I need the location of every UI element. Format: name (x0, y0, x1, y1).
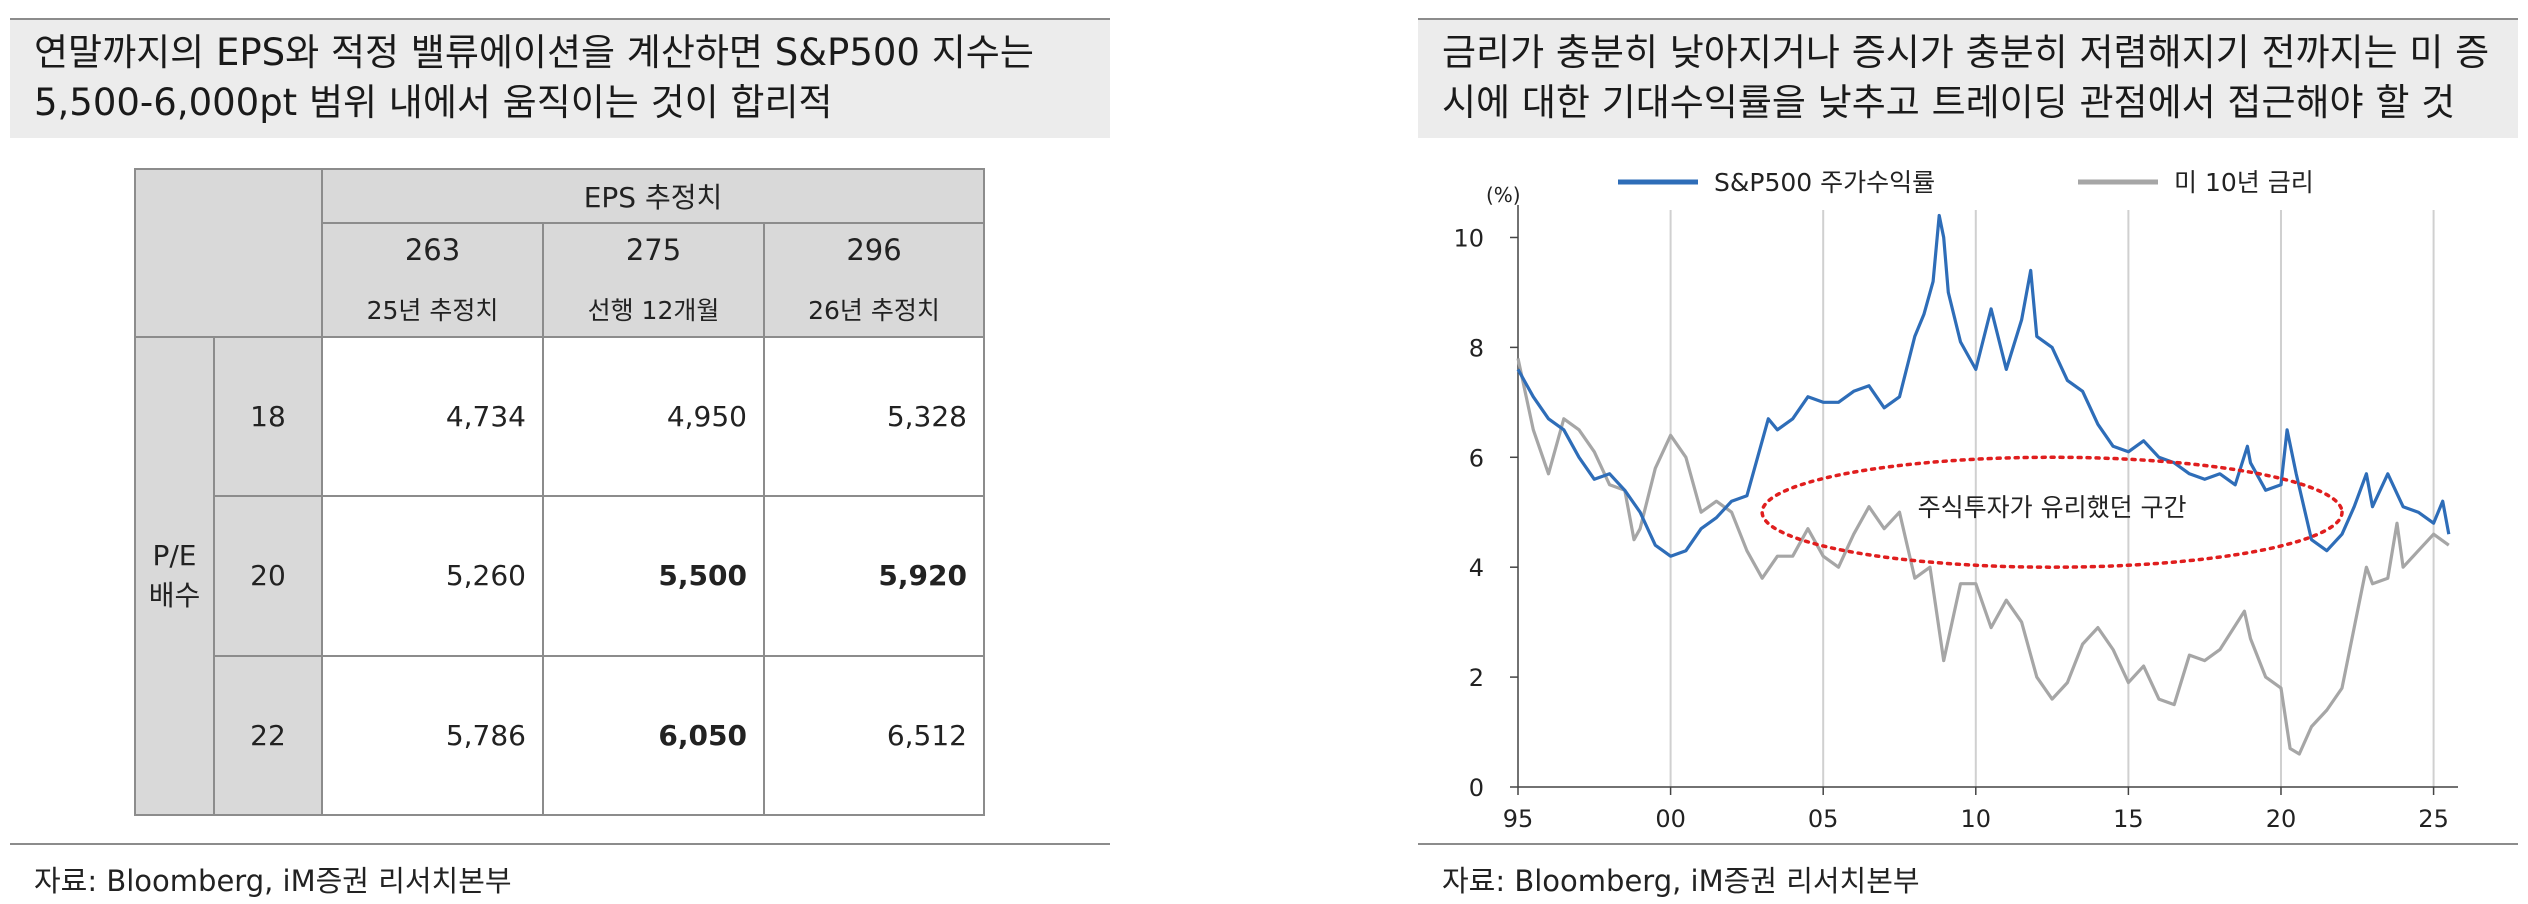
legend-us10y: 미 10년 금리 (2174, 168, 2314, 197)
x-tick-label: 15 (2113, 805, 2144, 833)
table-cell: 5,786 (321, 654, 544, 817)
table-cell-highlight: 5,920 (763, 495, 985, 657)
x-tick-label: 95 (1503, 805, 1534, 833)
x-tick-label: 00 (1655, 805, 1686, 833)
right-panel: 금리가 충분히 낮아지거나 증시가 충분히 저렴해지기 전까지는 미 증 시에 … (1408, 0, 2528, 904)
eps-label: 선행 12개월 (587, 296, 720, 325)
eps-value: 263 (404, 233, 461, 267)
pe-value: 20 (213, 495, 323, 657)
source-note: 자료: Bloomberg, iM증권 리서치본부 (34, 864, 512, 898)
y-tick-label: 2 (1469, 664, 1484, 692)
annotation-ellipse (1760, 455, 2344, 569)
x-tick-label: 05 (1808, 805, 1839, 833)
right-title: 금리가 충분히 낮아지거나 증시가 충분히 저렴해지기 전까지는 미 증 시에 … (1442, 31, 2490, 124)
table-cell-highlight: 5,500 (542, 495, 765, 657)
annotation-label: 주식투자가 유리했던 구간 (1918, 493, 2187, 522)
y-tick-label: 0 (1469, 774, 1484, 802)
eps-label: 26년 추정치 (808, 296, 940, 325)
pe-value: 18 (213, 335, 323, 498)
corner-cell (134, 168, 323, 338)
source-note: 자료: Bloomberg, iM증권 리서치본부 (1442, 864, 1920, 898)
eps-value: 296 (846, 233, 902, 267)
y-tick-label: 8 (1469, 334, 1484, 362)
eps-value: 275 (625, 233, 682, 267)
x-tick-label: 20 (2266, 805, 2297, 833)
bottom-rule (10, 843, 1110, 845)
legend-sp500: S&P500 주가수익률 (1714, 168, 1935, 197)
eps-column-header: 275 선행 12개월 (542, 222, 765, 338)
sp500-yield-line (1516, 213, 2451, 558)
left-panel: 연말까지의 EPS와 적정 밸류에이션을 계산하면 S&P500 지수는 5,5… (0, 0, 1120, 904)
eps-column-header: 296 26년 추정치 (763, 222, 985, 338)
eps-label: 25년 추정치 (366, 296, 499, 325)
title-box (1418, 20, 2518, 138)
top-rule (10, 18, 1110, 20)
eps-column-header: 263 25년 추정치 (321, 222, 544, 338)
table-cell: 6,512 (763, 654, 985, 817)
eps-valuation-table: EPS 추정치 263 25년 추정치 275 선행 12개월 296 26년 … (134, 168, 985, 817)
table-cell-highlight: 6,050 (542, 654, 765, 817)
table-cell: 4,734 (321, 335, 544, 498)
title-box (10, 20, 1110, 138)
table-cell: 5,328 (763, 335, 985, 498)
y-axis-unit: (%) (1486, 183, 1521, 207)
pe-multiple-label: P/E 배수 (134, 336, 215, 816)
x-tick-label: 10 (1961, 805, 1992, 833)
us10y-rate-line (1516, 358, 2450, 756)
top-rule (1418, 18, 2518, 20)
y-tick-label: 6 (1469, 444, 1484, 472)
bottom-rule (1418, 843, 2518, 845)
x-tick-label: 25 (2418, 805, 2449, 833)
table-cell: 5,260 (321, 495, 544, 657)
y-tick-label: 10 (1453, 224, 1484, 252)
pe-value: 22 (213, 654, 323, 817)
y-tick-label: 4 (1469, 554, 1484, 582)
eps-header: EPS 추정치 (321, 168, 985, 224)
table-cell: 4,950 (542, 335, 765, 498)
left-title: 연말까지의 EPS와 적정 밸류에이션을 계산하면 S&P500 지수는 5,5… (34, 31, 1034, 124)
